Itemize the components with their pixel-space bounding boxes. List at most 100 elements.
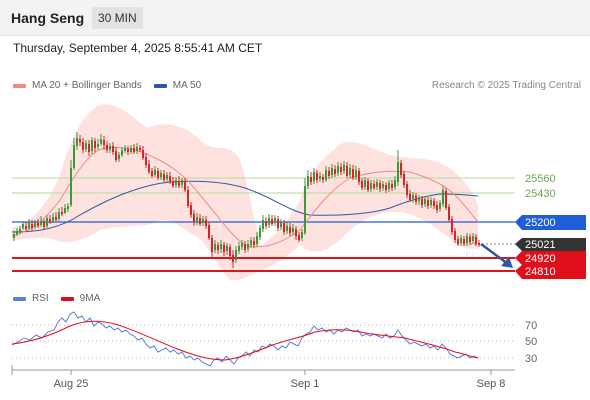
- candle-body: [295, 229, 297, 236]
- candle-body: [331, 168, 333, 175]
- candle-body: [73, 145, 75, 168]
- candle-body: [154, 170, 156, 175]
- candle-body: [169, 176, 171, 182]
- last-price-badge: 25021: [515, 238, 586, 251]
- candle-body: [313, 172, 315, 181]
- candle-body: [139, 148, 141, 150]
- candle-body: [454, 231, 456, 240]
- legend-item-rsi: RSI: [13, 293, 49, 304]
- candle-body: [385, 185, 387, 190]
- candle-body: [238, 246, 240, 251]
- candle-body: [421, 199, 423, 205]
- candle-body: [172, 181, 174, 186]
- candle-body: [61, 212, 63, 214]
- level-badge-text: 25200: [525, 217, 556, 229]
- candlesticks: [13, 132, 480, 268]
- candle-body: [25, 226, 27, 229]
- chart-header: Hang Seng 30 MIN: [0, 0, 590, 36]
- candle-body: [457, 239, 459, 244]
- candle-body: [79, 139, 81, 142]
- candle-body: [40, 221, 42, 225]
- legend-item-ma50: MA 50: [153, 80, 201, 91]
- candle-body: [151, 171, 153, 176]
- candle-body: [175, 180, 177, 185]
- candle-body: [145, 157, 147, 165]
- candle-body: [298, 235, 300, 240]
- candle-body: [112, 146, 114, 152]
- candle-body: [403, 174, 405, 185]
- candle-body: [181, 180, 183, 185]
- candle-body: [460, 238, 462, 243]
- candle-body: [34, 223, 36, 227]
- candle-body: [310, 177, 312, 182]
- candle-body: [253, 241, 255, 245]
- candle-body: [430, 200, 432, 205]
- candle-body: [376, 182, 378, 187]
- candle-body: [247, 244, 249, 249]
- candle-body: [136, 147, 138, 151]
- candle-body: [448, 207, 450, 220]
- legend-item-ma20: MA 20 + Bollinger Bands: [13, 80, 142, 91]
- candle-body: [94, 141, 96, 148]
- candle-body: [148, 164, 150, 172]
- candle-body: [97, 144, 99, 147]
- candle-body: [91, 140, 93, 151]
- candle-body: [427, 200, 429, 206]
- candle-body: [355, 170, 357, 177]
- candle-body: [166, 175, 168, 179]
- price-legend: MA 20 + Bollinger Bands MA 50: [13, 80, 213, 91]
- candle-body: [292, 228, 294, 232]
- candle-body: [256, 236, 258, 244]
- candle-body: [19, 229, 21, 232]
- candle-body: [244, 244, 246, 250]
- x-label-sep8: Sep 8: [477, 378, 506, 390]
- candle-body: [163, 174, 165, 180]
- candle-body: [229, 247, 231, 256]
- candle-body: [43, 222, 45, 227]
- instrument-name: Hang Seng: [11, 10, 85, 26]
- legend-label: 9MA: [79, 293, 101, 304]
- candle-body: [220, 244, 222, 249]
- candle-body: [388, 183, 390, 189]
- candle-body: [289, 227, 291, 233]
- ma20-swatch: [13, 83, 26, 88]
- candle-body: [109, 146, 111, 150]
- candle-body: [196, 217, 198, 221]
- candle-body: [472, 236, 474, 241]
- legend-label: MA 20 + Bollinger Bands: [32, 80, 142, 91]
- candle-body: [235, 250, 237, 260]
- rsi-tick-50: 50: [525, 336, 537, 348]
- candle-body: [322, 177, 324, 180]
- candle-body: [232, 255, 234, 262]
- candle-body: [406, 184, 408, 195]
- x-label-sep1: Sep 1: [291, 378, 320, 390]
- candle-body: [349, 168, 351, 175]
- candle-body: [58, 212, 60, 219]
- candle-body: [361, 181, 363, 188]
- last-price-text: 25021: [525, 239, 556, 251]
- candle-body: [178, 181, 180, 186]
- candle-body: [13, 234, 15, 238]
- candle-body: [337, 166, 339, 173]
- timestamp: Thursday, September 4, 2025 8:55:41 AM C…: [13, 41, 263, 55]
- rsi-swatch: [13, 296, 26, 301]
- candle-body: [184, 181, 186, 190]
- candle-body: [64, 208, 66, 213]
- candle-body: [340, 167, 342, 172]
- candle-body: [52, 217, 54, 221]
- candle-body: [67, 206, 69, 209]
- candle-body: [418, 198, 420, 201]
- candle-body: [445, 191, 447, 208]
- candle-body: [370, 183, 372, 189]
- timeframe-badge[interactable]: 30 MIN: [92, 7, 143, 29]
- level-badge-25200: 25200: [515, 215, 586, 230]
- 9ma-swatch: [60, 296, 74, 301]
- candle-body: [226, 246, 228, 251]
- candle-body: [208, 225, 210, 238]
- candle-body: [85, 143, 87, 149]
- forecast-arrow-head: [501, 257, 513, 268]
- candle-body: [415, 196, 417, 202]
- candle-body: [115, 151, 117, 160]
- candle-body: [328, 171, 330, 176]
